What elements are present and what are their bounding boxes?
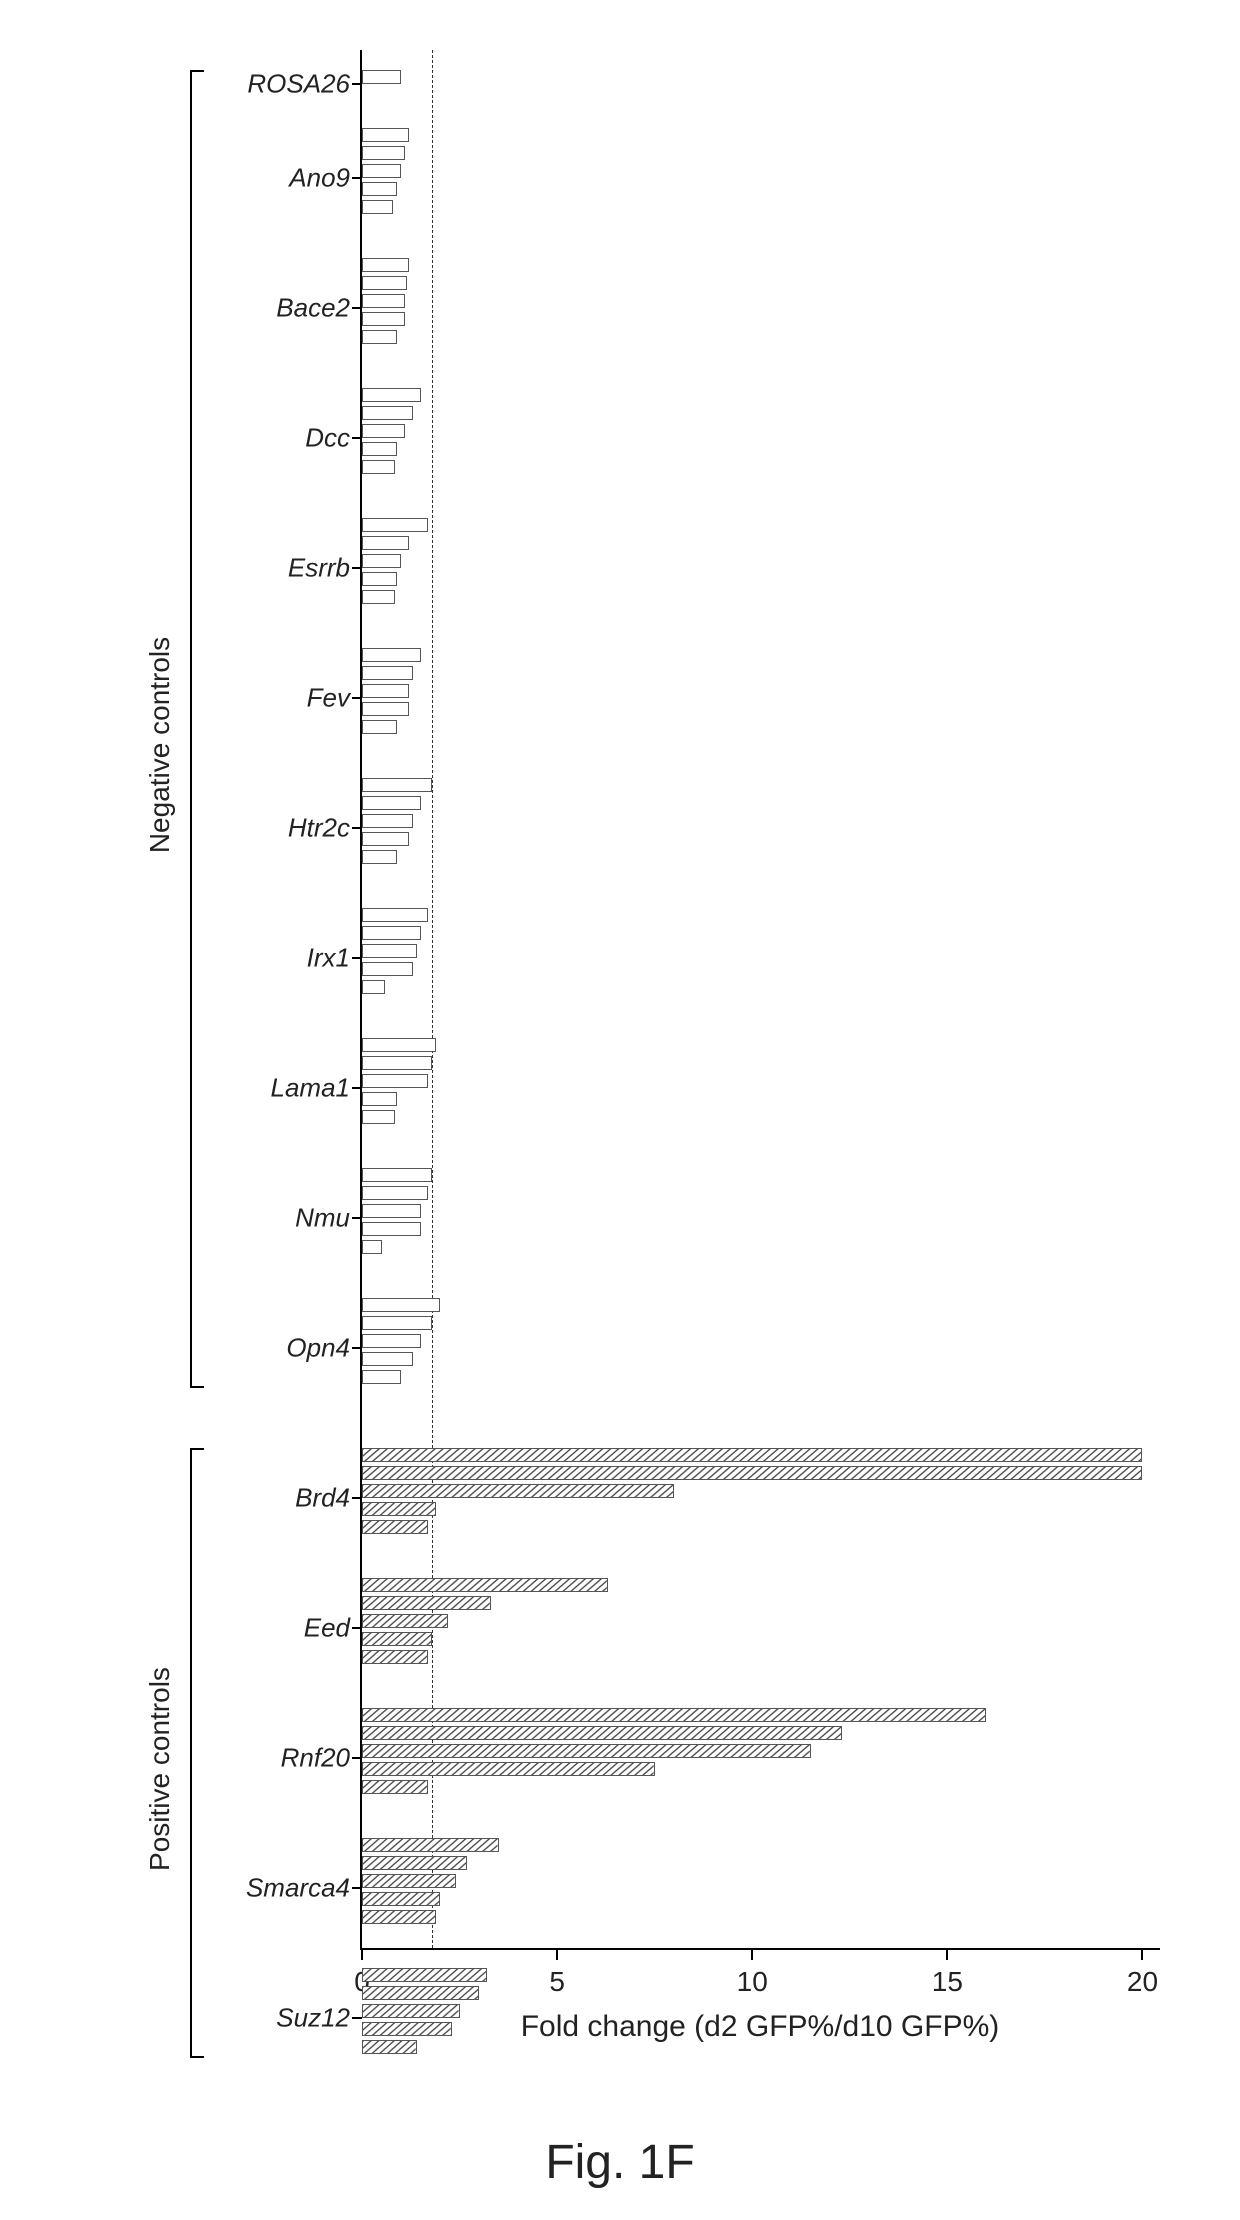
figure-caption: Fig. 1F <box>0 2135 1240 2190</box>
gene-label: Eed <box>60 1613 350 1644</box>
figure-container: 05101520 ROSA26Ano9Bace2DccEsrrbFevHtr2c… <box>60 50 1180 2150</box>
gene-label: Fev <box>60 683 350 714</box>
gene-label: Suz12 <box>60 2003 350 2034</box>
gene-label: Ano9 <box>60 163 350 194</box>
gene-label: Irx1 <box>60 943 350 974</box>
gene-label: Esrrb <box>60 553 350 584</box>
gene-label: Nmu <box>60 1203 350 1234</box>
gene-label: Smarca4 <box>60 1873 350 1904</box>
group-bracket <box>190 70 192 1388</box>
x-axis-label: Fold change (d2 GFP%/d10 GFP%) <box>360 2010 1160 2044</box>
gene-label: Rnf20 <box>60 1743 350 1774</box>
labels-layer: ROSA26 Ano9 Bace2 Dcc Esrrb Fev Htr2c Irx1 Lama1… <box>60 50 1180 2150</box>
gene-label: ROSA26 <box>60 69 350 100</box>
gene-label: Brd4 <box>60 1483 350 1514</box>
group-label: Negative controls <box>144 637 176 853</box>
gene-label: Bace2 <box>60 293 350 324</box>
gene-label: Opn4 <box>60 1333 350 1364</box>
group-label: Positive controls <box>144 1667 176 1871</box>
gene-label: Htr2c <box>60 813 350 844</box>
gene-label: Lama1 <box>60 1073 350 1104</box>
group-bracket <box>190 1448 192 2058</box>
gene-label: Dcc <box>60 423 350 454</box>
